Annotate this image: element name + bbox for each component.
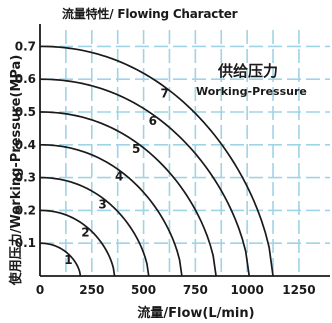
series-line-3 — [39, 176, 150, 277]
x-tick-label: 1250 — [282, 283, 315, 297]
y-tick-label: 0.2 — [15, 203, 36, 217]
x-tick-label: 0 — [36, 283, 44, 297]
series-line-2 — [39, 209, 116, 277]
series-line-5 — [39, 111, 217, 277]
series-line-7 — [39, 45, 274, 277]
y-tick-label: 0.7 — [15, 39, 36, 53]
chart-title: 流量特性/ Flowing Character — [62, 7, 238, 21]
axes — [39, 24, 330, 277]
series-label-3: 3 — [98, 198, 106, 212]
x-tick-label: 1000 — [230, 283, 263, 297]
y-tick-label: 0.5 — [15, 105, 36, 119]
y-tick-label: 0.6 — [15, 72, 36, 86]
series-line-4 — [39, 143, 183, 277]
annotation-line1: 供给压力 — [217, 62, 278, 80]
series-label-1: 1 — [64, 253, 72, 267]
x-tick-label: 750 — [183, 283, 208, 297]
annotation-line2: Working-Pressure — [196, 85, 307, 98]
series-label-6: 6 — [149, 114, 157, 128]
x-tick-label: 250 — [79, 283, 104, 297]
y-tick-label: 0.1 — [15, 236, 36, 250]
series-label-7: 7 — [161, 86, 169, 100]
series-label-5: 5 — [132, 142, 140, 156]
curves — [39, 45, 274, 277]
x-tick-label: 500 — [131, 283, 156, 297]
y-tick-label: 0.3 — [15, 171, 36, 185]
y-tick-label: 0.4 — [15, 138, 36, 152]
series-label-2: 2 — [81, 225, 89, 239]
y-axis-label: 使用压力/Working-Pressure(MPa) — [8, 55, 24, 287]
x-axis-label: 流量/Flow(L/min) — [137, 305, 254, 321]
series-label-4: 4 — [115, 170, 123, 184]
series-line-1 — [40, 242, 82, 277]
tick-labels: 0 250 500 750 1000 1250 0.1 0.2 0.3 0.4 0.5 0.6 0.7 — [15, 39, 316, 297]
series-line-6 — [39, 78, 251, 277]
